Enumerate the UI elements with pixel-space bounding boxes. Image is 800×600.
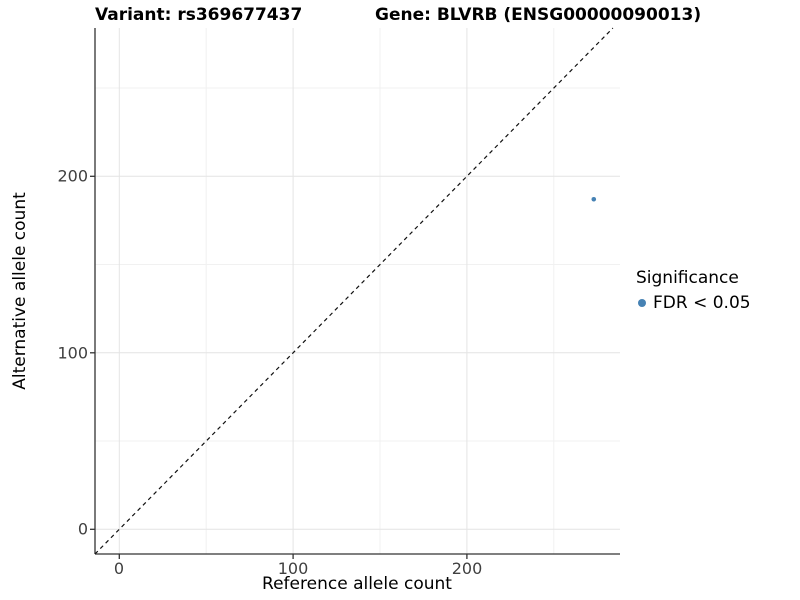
x-tick-label-100: 100	[277, 559, 309, 578]
legend: Significance FDR < 0.05	[636, 268, 751, 313]
x-axis-title: Reference allele count	[262, 574, 452, 594]
y-axis-title: Alternative allele count	[10, 192, 30, 390]
y-tick-label-0: 0	[77, 519, 88, 539]
legend-entry: FDR < 0.05	[638, 293, 751, 313]
variant-title: Variant: rs369677437	[95, 5, 303, 25]
x-tick-label-200: 200	[451, 559, 483, 578]
gene-title: Gene: BLVRB (ENSG00000090013)	[375, 5, 702, 25]
identity-line	[94, 27, 614, 555]
data-point	[591, 196, 597, 202]
legend-title: Significance	[636, 268, 739, 288]
legend-point-icon	[638, 299, 646, 307]
legend-entry-label: FDR < 0.05	[653, 293, 751, 313]
y-tick-label-200: 200	[57, 166, 88, 186]
x-tick-label-0: 0	[113, 559, 125, 578]
y-tick-label-100: 100	[57, 343, 88, 363]
